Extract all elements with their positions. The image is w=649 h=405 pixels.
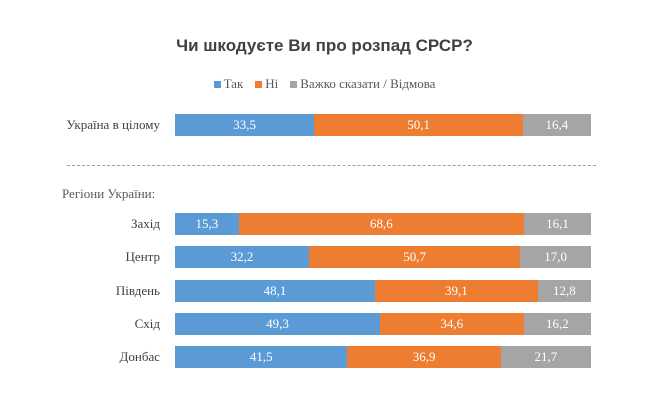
- dashed-divider: [67, 165, 596, 166]
- bar-segment: 12,8: [537, 280, 591, 302]
- bar-row: 48,1 39,1 12,8: [175, 280, 591, 302]
- bar-segment: 50,7: [309, 246, 521, 268]
- bar-segment: 48,1: [175, 280, 376, 302]
- bar-segment: 33,5: [175, 114, 315, 136]
- data-label: 12,8: [552, 283, 576, 298]
- bar-row: 32,2 50,7 17,0: [175, 246, 591, 268]
- data-label: 41,5: [249, 349, 273, 364]
- data-label: 50,1: [407, 117, 430, 132]
- legend-swatch: [213, 80, 221, 88]
- category-label: Південь: [115, 283, 160, 298]
- category-label: Схід: [134, 316, 160, 331]
- bar-segment: 39,1: [375, 280, 538, 302]
- data-label: 48,1: [263, 283, 287, 298]
- data-label: 34,6: [440, 316, 464, 331]
- bar-segment: 16,2: [523, 313, 591, 335]
- legend: Так Ні Важко сказати / Відмова: [0, 76, 649, 92]
- legend-label: Важко сказати / Відмова: [300, 76, 436, 91]
- data-label: 39,1: [445, 283, 468, 298]
- bar-row: 33,5 50,1 16,4: [175, 114, 591, 136]
- data-label: 15,3: [195, 216, 219, 231]
- legend-swatch: [290, 80, 298, 88]
- data-label: 16,2: [545, 316, 569, 331]
- legend-label: Так: [223, 76, 244, 91]
- data-label: 17,0: [544, 249, 567, 264]
- bar-row: 41,5 36,9 21,7: [175, 346, 591, 368]
- section-label: Регіони України:: [62, 186, 156, 201]
- bar-segment: 36,9: [347, 346, 501, 368]
- category-label: Центр: [125, 249, 160, 264]
- category-label: Донбас: [119, 349, 160, 364]
- legend-item: Ні: [255, 76, 278, 92]
- bar-segment: 16,1: [524, 213, 591, 235]
- bar-segment: 68,6: [238, 213, 525, 235]
- bar-segment: 32,2: [175, 246, 310, 268]
- data-label: 21,7: [534, 349, 558, 364]
- bar-row: 49,3 34,6 16,2: [175, 313, 591, 335]
- bar-segment: 50,1: [314, 114, 523, 136]
- data-label: 49,3: [266, 316, 289, 331]
- legend-swatch: [255, 80, 263, 88]
- bar-segment: 16,4: [522, 114, 591, 136]
- data-label: 50,7: [403, 249, 426, 264]
- legend-item: Так: [213, 76, 244, 92]
- data-label: 33,5: [233, 117, 257, 132]
- chart-title: Чи шкодуєте Ви про розпад СРСР?: [176, 36, 473, 55]
- bar-segment: 17,0: [520, 246, 591, 268]
- legend-label: Ні: [265, 76, 279, 91]
- data-label: 68,6: [369, 216, 393, 231]
- legend-item: Важко сказати / Відмова: [290, 76, 435, 92]
- data-label: 16,1: [546, 216, 569, 231]
- bar-segment: 15,3: [175, 213, 239, 235]
- data-label: 36,9: [412, 349, 436, 364]
- bar-segment: 41,5: [175, 346, 348, 368]
- bar-segment: 21,7: [500, 346, 591, 368]
- data-label: 16,4: [545, 117, 569, 132]
- data-label: 32,2: [230, 249, 254, 264]
- category-label: Захід: [130, 216, 160, 231]
- category-label: Україна в цілому: [66, 117, 160, 132]
- bar-row: 15,3 68,6 16,1: [175, 213, 591, 235]
- bar-segment: 49,3: [175, 313, 380, 335]
- bar-segment: 34,6: [379, 313, 524, 335]
